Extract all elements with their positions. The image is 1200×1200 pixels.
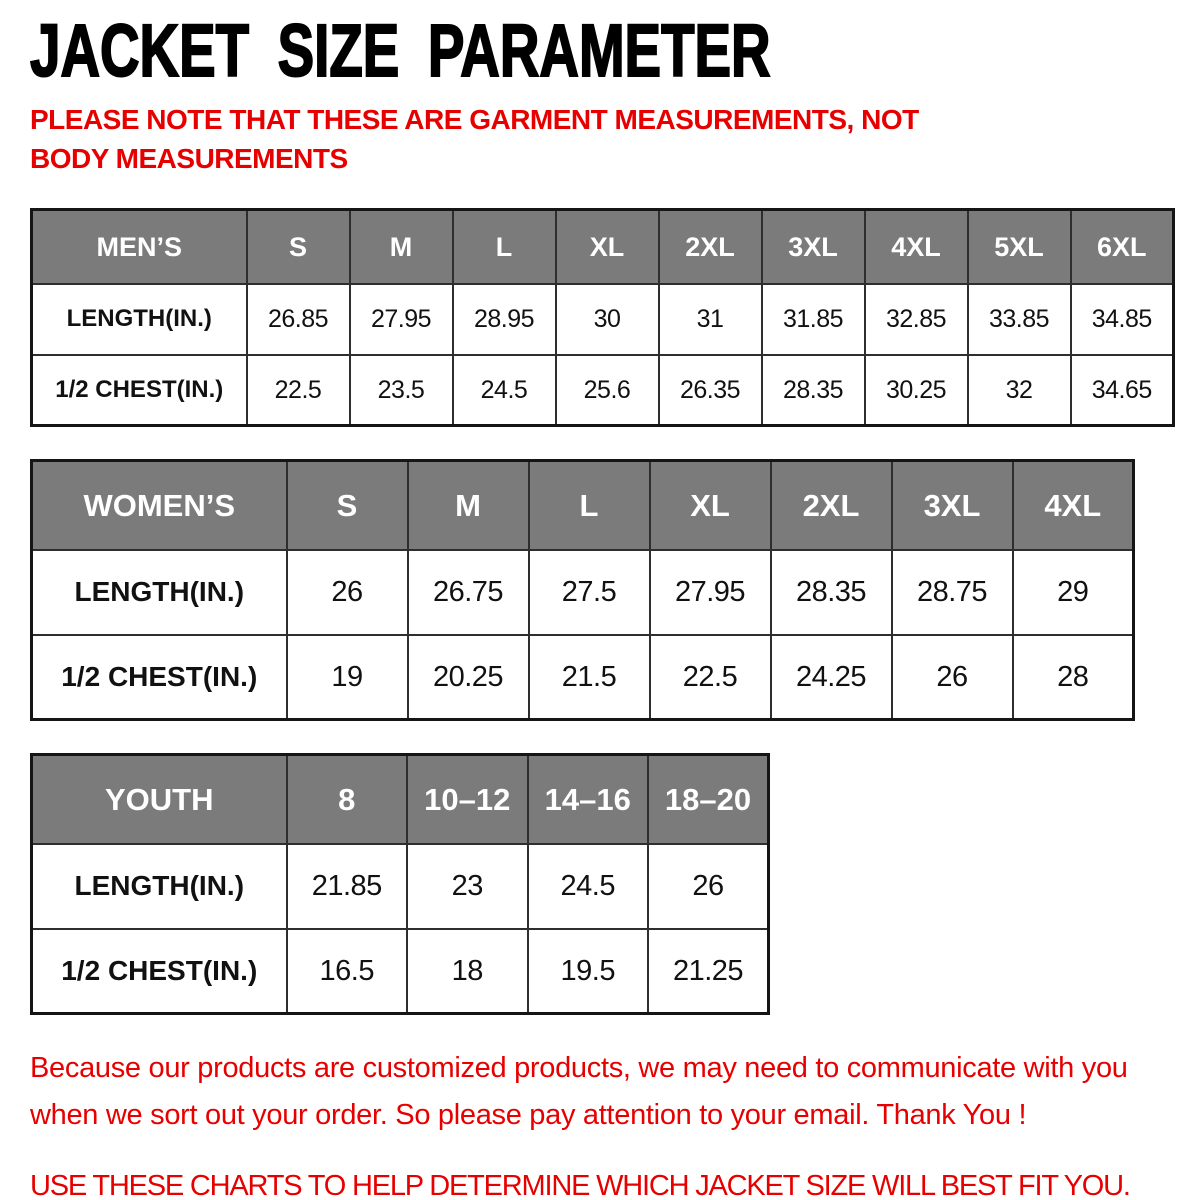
size-header-cell: 2XL <box>769 459 893 551</box>
size-header-cell: 4XL <box>863 208 969 285</box>
size-header-cell: 14–16 <box>526 753 649 845</box>
size-value-cell: 28.95 <box>451 282 557 356</box>
measurement-row: LENGTH(IN.) 21.85 23 24.5 26 <box>30 842 770 930</box>
size-value-cell: 25.6 <box>554 353 660 427</box>
size-value-cell: 31 <box>657 282 763 356</box>
size-header-cell: 4XL <box>1011 459 1135 551</box>
measurement-row: LENGTH(IN.) 26 26.75 27.5 27.95 28.35 28.75 29 <box>30 548 1135 636</box>
size-value-cell: 24.5 <box>451 353 557 427</box>
row-label-cell: 1/2 CHEST(IN.) <box>30 633 288 721</box>
size-value-cell: 23.5 <box>348 353 454 427</box>
size-value-cell: 26 <box>647 842 770 930</box>
size-value-cell: 21.5 <box>527 633 651 721</box>
size-value-cell: 27.95 <box>348 282 454 356</box>
page-title-text: JACKET SIZE PARAMETER <box>29 9 771 92</box>
table-title-cell: YOUTH <box>30 753 288 845</box>
table-title-cell: WOMEN’S <box>30 459 288 551</box>
measurement-row: 1/2 CHEST(IN.) 22.5 23.5 24.5 25.6 26.35 28.35… <box>30 353 1175 427</box>
size-header-cell: 5XL <box>966 208 1072 285</box>
size-value-cell: 34.65 <box>1069 353 1175 427</box>
size-value-cell: 23 <box>406 842 529 930</box>
size-value-cell: 26.85 <box>245 282 351 356</box>
size-header-cell: S <box>245 208 351 285</box>
row-label-cell: 1/2 CHEST(IN.) <box>30 353 248 427</box>
size-header-cell: M <box>348 208 454 285</box>
page-title: JACKET SIZE PARAMETER <box>29 13 1172 89</box>
size-value-cell: 27.5 <box>527 548 651 636</box>
size-header-cell: M <box>406 459 530 551</box>
womens-size-table: WOMEN’S S M L XL 2XL 3XL 4XL LENGTH(IN.) 26 26.75 2… <box>30 459 1135 722</box>
header-row: YOUTH 8 10–12 14–16 18–20 <box>30 753 770 845</box>
size-value-cell: 27.95 <box>648 548 772 636</box>
size-value-cell: 29 <box>1011 548 1135 636</box>
size-header-cell: XL <box>648 459 772 551</box>
size-header-cell: 3XL <box>890 459 1014 551</box>
size-value-cell: 32 <box>966 353 1072 427</box>
row-label-cell: LENGTH(IN.) <box>30 548 288 636</box>
size-value-cell: 22.5 <box>648 633 772 721</box>
size-header-cell: L <box>527 459 651 551</box>
size-header-cell: 6XL <box>1069 208 1175 285</box>
youth-size-table: YOUTH 8 10–12 14–16 18–20 LENGTH(IN.) 21.85 23 2… <box>30 753 770 1016</box>
measurement-row: LENGTH(IN.) 26.85 27.95 28.95 30 31 31.85 32.85… <box>30 282 1175 356</box>
size-value-cell: 19 <box>285 633 409 721</box>
size-value-cell: 26.75 <box>406 548 530 636</box>
size-value-cell: 34.85 <box>1069 282 1175 356</box>
size-value-cell: 16.5 <box>285 927 408 1015</box>
measurement-row: 1/2 CHEST(IN.) 19 20.25 21.5 22.5 24.25 26 28 <box>30 633 1135 721</box>
size-header-cell: L <box>451 208 557 285</box>
size-value-cell: 32.85 <box>863 282 969 356</box>
row-label-cell: 1/2 CHEST(IN.) <box>30 927 288 1015</box>
row-label-cell: LENGTH(IN.) <box>30 282 248 356</box>
size-value-cell: 18 <box>406 927 529 1015</box>
measurement-row: 1/2 CHEST(IN.) 16.5 18 19.5 21.25 <box>30 927 770 1015</box>
header-row: WOMEN’S S M L XL 2XL 3XL 4XL <box>30 459 1135 551</box>
garment-measurement-note: PLEASE NOTE THAT THESE ARE GARMENT MEASU… <box>30 104 919 175</box>
size-value-cell: 31.85 <box>760 282 866 356</box>
header-row: MEN’S S M L XL 2XL 3XL 4XL 5XL 6XL <box>30 208 1175 285</box>
size-value-cell: 22.5 <box>245 353 351 427</box>
size-value-cell: 21.85 <box>285 842 408 930</box>
size-value-cell: 30 <box>554 282 660 356</box>
size-value-cell: 19.5 <box>526 927 649 1015</box>
chart-usage-note: USE THESE CHARTS TO HELP DETERMINE WHICH… <box>30 1170 1131 1200</box>
size-header-cell: 2XL <box>657 208 763 285</box>
size-value-cell: 30.25 <box>863 353 969 427</box>
size-value-cell: 26.35 <box>657 353 763 427</box>
row-label-cell: LENGTH(IN.) <box>30 842 288 930</box>
size-header-cell: 10–12 <box>406 753 529 845</box>
size-header-cell: S <box>285 459 409 551</box>
size-value-cell: 24.5 <box>526 842 649 930</box>
size-header-cell: XL <box>554 208 660 285</box>
size-value-cell: 28 <box>1011 633 1135 721</box>
size-value-cell: 24.25 <box>769 633 893 721</box>
table-title-cell: MEN’S <box>30 208 248 285</box>
size-header-cell: 8 <box>285 753 408 845</box>
size-header-cell: 18–20 <box>647 753 770 845</box>
size-value-cell: 26 <box>890 633 1014 721</box>
size-header-cell: 3XL <box>760 208 866 285</box>
size-value-cell: 20.25 <box>406 633 530 721</box>
size-value-cell: 28.35 <box>769 548 893 636</box>
size-value-cell: 33.85 <box>966 282 1072 356</box>
size-value-cell: 21.25 <box>647 927 770 1015</box>
customization-notice: Because our products are customized prod… <box>30 1052 1128 1132</box>
size-value-cell: 28.75 <box>890 548 1014 636</box>
size-value-cell: 28.35 <box>760 353 866 427</box>
mens-size-table: MEN’S S M L XL 2XL 3XL 4XL 5XL 6XL LENGTH(IN.) 26.8… <box>30 208 1175 428</box>
size-value-cell: 26 <box>285 548 409 636</box>
